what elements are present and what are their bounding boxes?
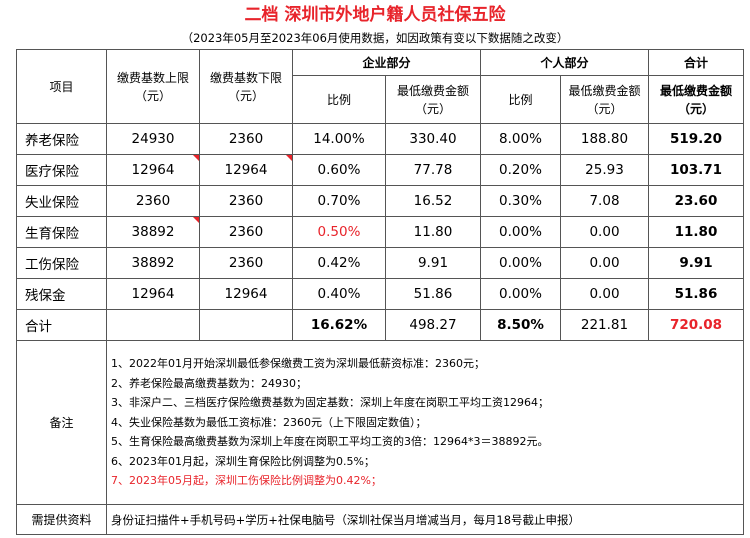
row-lower: 12964 bbox=[199, 278, 293, 310]
note-item: 4、失业保险基数为最低工资标准：2360元（上下限固定数值）； bbox=[111, 415, 427, 429]
row-upper-value: 38892 bbox=[131, 224, 175, 240]
row-name: 生育保险 bbox=[16, 216, 107, 248]
header-upper: 缴费基数上限（元） bbox=[106, 49, 200, 124]
row-total: 23.60 bbox=[648, 185, 744, 217]
header-company-rate: 比例 bbox=[292, 75, 386, 124]
row-upper: 12964 bbox=[106, 154, 200, 186]
row-personal-amount: 25.93 bbox=[560, 154, 649, 186]
sum-company-amount: 498.27 bbox=[385, 309, 481, 341]
notes-label: 备注 bbox=[16, 340, 107, 505]
sum-lower bbox=[199, 309, 293, 341]
row-company-amount: 51.86 bbox=[385, 278, 481, 310]
table-row: 医疗保险 12964 12964 0.60% 77.78 0.20% 25.93… bbox=[16, 154, 744, 186]
sum-total: 720.08 bbox=[648, 309, 744, 341]
note-item: 5、生育保险最高缴费基数为深圳上年度在岗职工平均工资的3倍：12964*3＝38… bbox=[111, 435, 549, 449]
row-personal-rate: 0.00% bbox=[480, 247, 561, 279]
row-name: 失业保险 bbox=[16, 185, 107, 217]
row-lower: 2360 bbox=[199, 123, 293, 155]
note-item: 7、2023年05月起，深圳工伤保险比例调整为0.42%； bbox=[111, 474, 382, 488]
required-row: 需提供资料 身份证扫描件+手机号码+学历+社保电脑号（深圳社保当月增减当月，每月… bbox=[16, 504, 744, 535]
note-item: 2、养老保险最高缴费基数为：24930； bbox=[111, 376, 307, 390]
row-lower-value: 12964 bbox=[224, 162, 268, 178]
row-upper: 38892 bbox=[106, 247, 200, 279]
note-item: 3、非深户二、三档医疗保险缴费基数为固定基数：深圳上年度在岗职工平均工资1296… bbox=[111, 396, 549, 410]
row-company-amount: 9.91 bbox=[385, 247, 481, 279]
sum-company-rate: 16.62% bbox=[292, 309, 386, 341]
row-personal-amount: 0.00 bbox=[560, 278, 649, 310]
row-company-amount: 77.78 bbox=[385, 154, 481, 186]
page-title: 二档 深圳市外地户籍人员社保五险 bbox=[244, 5, 506, 25]
required-text: 身份证扫描件+手机号码+学历+社保电脑号（深圳社保当月增减当月，每月18号截止申… bbox=[106, 504, 744, 535]
header-personal-rate: 比例 bbox=[480, 75, 561, 124]
row-company-rate: 0.42% bbox=[292, 247, 386, 279]
row-personal-rate: 0.20% bbox=[480, 154, 561, 186]
header-total: 合计 bbox=[648, 49, 744, 76]
row-total: 51.86 bbox=[648, 278, 744, 310]
header-total-amount: 最低缴费金额（元） bbox=[648, 75, 744, 124]
row-total: 519.20 bbox=[648, 123, 744, 155]
row-lower: 2360 bbox=[199, 247, 293, 279]
row-company-rate: 0.50% bbox=[292, 216, 386, 248]
social-insurance-table: 项目 缴费基数上限（元） 缴费基数下限（元） 企业部分 个人部分 合计 比例 最… bbox=[16, 49, 744, 535]
row-upper-value: 12964 bbox=[131, 162, 175, 178]
note-item: 6、2023年01月起，深圳生育保险比例调整为0.5%； bbox=[111, 454, 375, 468]
sum-row: 合计 16.62% 498.27 8.50% 221.81 720.08 bbox=[16, 309, 744, 341]
comment-marker bbox=[193, 155, 199, 161]
notes-row: 备注 1、2022年01月开始深圳最低参保缴费工资为深圳最低薪资标准：2360元… bbox=[16, 340, 744, 505]
sum-personal-rate: 8.50% bbox=[480, 309, 561, 341]
row-personal-rate: 8.00% bbox=[480, 123, 561, 155]
row-company-amount: 11.80 bbox=[385, 216, 481, 248]
comment-marker bbox=[193, 217, 199, 223]
row-lower: 2360 bbox=[199, 216, 293, 248]
row-name: 残保金 bbox=[16, 278, 107, 310]
row-personal-amount: 188.80 bbox=[560, 123, 649, 155]
sum-upper bbox=[106, 309, 200, 341]
row-personal-amount: 0.00 bbox=[560, 216, 649, 248]
table-row: 工伤保险 38892 2360 0.42% 9.91 0.00% 0.00 9.… bbox=[16, 247, 744, 279]
row-company-rate: 14.00% bbox=[292, 123, 386, 155]
row-lower: 2360 bbox=[199, 185, 293, 217]
row-total: 11.80 bbox=[648, 216, 744, 248]
notes-list: 1、2022年01月开始深圳最低参保缴费工资为深圳最低薪资标准：2360元； 2… bbox=[106, 340, 744, 505]
row-personal-rate: 0.00% bbox=[480, 278, 561, 310]
row-name: 工伤保险 bbox=[16, 247, 107, 279]
header-personal-amount: 最低缴费金额（元） bbox=[560, 75, 649, 124]
row-personal-amount: 0.00 bbox=[560, 247, 649, 279]
page-subtitle: （2023年05月至2023年06月使用数据，如因政策有变以下数据随之改变） bbox=[181, 31, 569, 45]
row-lower: 12964 bbox=[199, 154, 293, 186]
row-personal-rate: 0.30% bbox=[480, 185, 561, 217]
row-name: 养老保险 bbox=[16, 123, 107, 155]
header-company-amount: 最低缴费金额（元） bbox=[385, 75, 481, 124]
row-company-rate: 0.40% bbox=[292, 278, 386, 310]
header-lower: 缴费基数下限（元） bbox=[199, 49, 293, 124]
comment-marker bbox=[286, 155, 292, 161]
header-item: 项目 bbox=[16, 49, 107, 124]
row-total: 103.71 bbox=[648, 154, 744, 186]
header-personal: 个人部分 bbox=[480, 49, 649, 76]
row-upper: 12964 bbox=[106, 278, 200, 310]
row-upper: 38892 bbox=[106, 216, 200, 248]
sum-personal-amount: 221.81 bbox=[560, 309, 649, 341]
row-company-rate: 0.70% bbox=[292, 185, 386, 217]
note-item: 1、2022年01月开始深圳最低参保缴费工资为深圳最低薪资标准：2360元； bbox=[111, 357, 485, 371]
table-row: 生育保险 38892 2360 0.50% 11.80 0.00% 0.00 1… bbox=[16, 216, 744, 248]
row-total: 9.91 bbox=[648, 247, 744, 279]
row-personal-rate: 0.00% bbox=[480, 216, 561, 248]
row-name: 医疗保险 bbox=[16, 154, 107, 186]
sum-label: 合计 bbox=[16, 309, 107, 341]
row-upper: 24930 bbox=[106, 123, 200, 155]
row-company-rate: 0.60% bbox=[292, 154, 386, 186]
table-row: 残保金 12964 12964 0.40% 51.86 0.00% 0.00 5… bbox=[16, 278, 744, 310]
table-row: 养老保险 24930 2360 14.00% 330.40 8.00% 188.… bbox=[16, 123, 744, 155]
header-company: 企业部分 bbox=[292, 49, 481, 76]
required-label: 需提供资料 bbox=[16, 504, 107, 535]
row-company-amount: 16.52 bbox=[385, 185, 481, 217]
table-row: 失业保险 2360 2360 0.70% 16.52 0.30% 7.08 23… bbox=[16, 185, 744, 217]
row-company-amount: 330.40 bbox=[385, 123, 481, 155]
row-upper: 2360 bbox=[106, 185, 200, 217]
row-personal-amount: 7.08 bbox=[560, 185, 649, 217]
